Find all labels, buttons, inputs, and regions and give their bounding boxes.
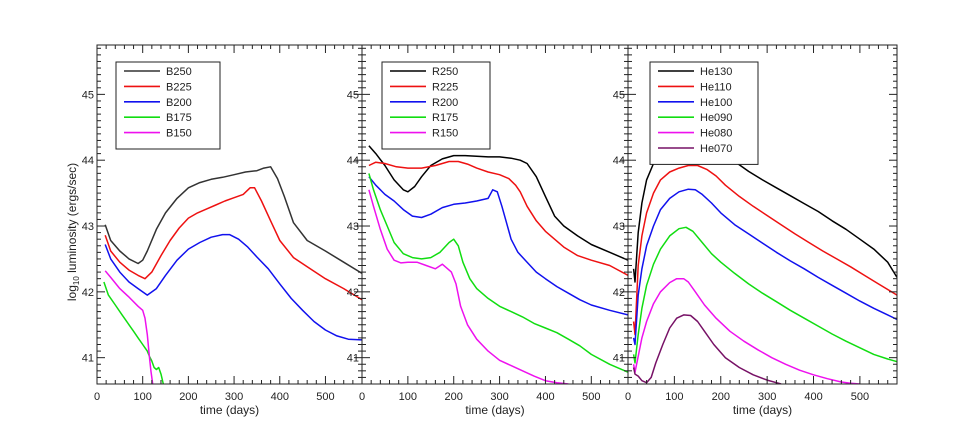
legend-label-he090: He090 [700,112,732,124]
series-group [632,139,897,384]
x-tick-label: 200 [445,391,463,403]
legend-label-r175: R175 [432,112,458,124]
legend-label-he100: He100 [700,97,732,109]
series-group [103,166,362,384]
y-ticks [628,47,897,385]
legend-label-r200: R200 [432,97,458,109]
x-tick-label: 0 [625,391,631,403]
legend-label-b250: B250 [166,66,192,78]
x-ticks [627,45,898,384]
x-axis-title: time (days) [733,403,792,417]
series-line-he070 [632,314,782,384]
series-line-r150 [368,189,569,384]
y-tick-label: 41 [82,353,94,365]
legend-label-r225: R225 [432,81,458,93]
series-line-b225 [104,187,362,301]
y-ticks [97,47,362,385]
legend: R250 R225 R200 R175 R150 [381,61,491,150]
legend: He130 He110 He100 He090 He080 He070 [649,61,759,165]
y-tick-label: 44 [347,155,359,167]
series-line-he080 [632,277,860,384]
panel-frame [627,44,898,385]
y-tick-label: 42 [613,287,625,299]
x-axis-title: time (days) [465,403,524,417]
x-tick-label: 400 [536,391,554,403]
legend-label-r150: R150 [432,128,458,140]
series-group [368,145,628,384]
y-tick-label: 43 [347,221,359,233]
y-tick-label: 43 [82,221,94,233]
panel-3: 0 100 200 300 400 500 41 42 43 44 45 time (days) He1… [613,44,898,417]
series-line-b200 [104,233,362,341]
x-tick-label: 0 [94,391,100,403]
x-tick-label: 500 [851,391,869,403]
legend-label-he070: He070 [700,143,732,155]
x-tick-label: 300 [225,391,243,403]
x-tick-label: 300 [758,391,776,403]
x-tick-label: 400 [804,391,822,403]
series-line-r225 [368,160,628,277]
legend-label-b225: B225 [166,81,192,93]
series-line-r200 [368,176,628,316]
x-tick-label: 100 [665,391,683,403]
legend-label-he110: He110 [700,81,732,93]
y-tick-label: 41 [613,353,625,365]
x-tick-label: 500 [316,391,334,403]
panel-1: 0 100 200 300 400 500 41 42 43 44 45 time (days) B25… [82,44,363,417]
y-tick-label: 44 [82,155,94,167]
legend-label-b200: B200 [166,97,192,109]
y-ticks [362,47,628,385]
y-tick-label: 42 [82,287,94,299]
x-tick-label: 100 [134,391,152,403]
legend-label-b175: B175 [166,112,192,124]
x-ticks [96,45,363,384]
x-tick-label: 500 [582,391,600,403]
legend: B250 B225 B200 B175 B150 [115,61,221,150]
panel-2: 0 100 200 300 400 500 41 42 43 44 45 time (days) R25… [347,44,629,417]
series-line-he100 [632,188,897,346]
legend-label-b150: B150 [166,128,192,140]
y-tick-label: 41 [347,353,359,365]
y-tick-label: 43 [613,221,625,233]
series-line-b150 [104,270,154,384]
x-tick-label: 300 [490,391,508,403]
series-line-he090 [632,226,897,364]
y-tick-label: 45 [613,89,625,101]
legend-box [115,61,221,150]
series-line-he110 [632,164,897,336]
legend-label-he080: He080 [700,128,732,140]
legend-box [381,61,491,150]
series-line-r250 [368,145,628,261]
x-axis-title: time (days) [200,403,259,417]
series-line-b250 [104,166,362,275]
x-tick-label: 400 [271,391,289,403]
legend-label-r250: R250 [432,66,458,78]
y-tick-label: 45 [347,89,359,101]
x-tick-label: 200 [712,391,730,403]
y-tick-label: 44 [613,155,625,167]
legend-label-he130: He130 [700,66,732,78]
x-tick-label: 200 [179,391,197,403]
x-tick-label: 100 [399,391,417,403]
y-tick-label: 45 [82,89,94,101]
x-tick-label: 0 [359,391,365,403]
y-axis-title: log10 luminosity (ergs/sec) [65,163,81,301]
series-line-r175 [368,173,628,373]
y-tick-label: 42 [347,287,359,299]
series-line-b175 [103,281,165,384]
